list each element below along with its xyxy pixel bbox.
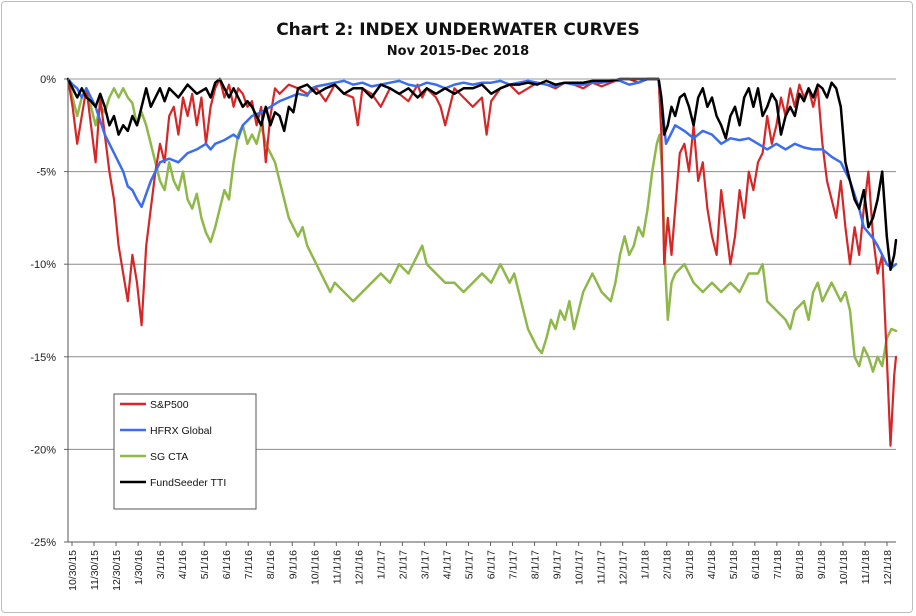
x-tick-label: 7/1/16 xyxy=(243,550,255,579)
series-line-fundseeder-tti xyxy=(66,77,898,272)
y-tick-label: 0% xyxy=(40,74,56,86)
legend-label: HFRX Global xyxy=(150,425,212,437)
y-tick-label: -10% xyxy=(30,259,56,271)
x-tick-label: 8/1/17 xyxy=(530,550,542,579)
x-tick-label: 9/1/18 xyxy=(816,550,828,579)
x-tick-label: 7/1/18 xyxy=(772,550,784,579)
x-tick-label: 12/1/17 xyxy=(618,550,630,585)
legend-box xyxy=(113,393,257,510)
y-tick-label: -25% xyxy=(30,537,56,549)
x-tick-label: 1/1/18 xyxy=(640,550,652,579)
x-tick-label: 10/1/16 xyxy=(309,550,321,585)
x-tick-label: 4/1/16 xyxy=(177,550,189,579)
chart-subtitle: Nov 2015-Dec 2018 xyxy=(386,44,530,59)
x-tick-label: 11/1/18 xyxy=(860,550,872,584)
x-tick-label: 8/1/18 xyxy=(794,550,806,579)
x-tick-label: 2/1/17 xyxy=(397,550,409,579)
x-tick-label: 1/1/17 xyxy=(375,550,387,579)
x-tick-label: 8/1/16 xyxy=(265,550,277,579)
axes xyxy=(67,78,896,543)
x-tick-label: 11/1/17 xyxy=(596,550,608,584)
series-line-hfrx-global xyxy=(66,77,898,270)
y-axis-ticks: 0% -5% -10% -15% -20% -25% xyxy=(30,74,68,549)
x-tick-label: 4/1/17 xyxy=(441,550,453,579)
x-tick-label: 3/1/16 xyxy=(155,550,167,579)
series-lines xyxy=(66,77,898,447)
x-tick-label: 11/30/15 xyxy=(89,550,101,590)
chart-title: Chart 2: INDEX UNDERWATER CURVES xyxy=(276,20,640,40)
x-axis-ticks: 10/30/15 11/30/15 12/30/15 1/30/16 3/1/16 4/1… xyxy=(67,542,894,591)
legend-label: SG CTA xyxy=(150,451,188,463)
legend-label: FundSeeder TTI xyxy=(150,477,226,489)
x-tick-label: 4/1/18 xyxy=(706,550,718,579)
x-tick-label: 6/1/16 xyxy=(221,550,233,579)
x-tick-label: 12/1/18 xyxy=(882,550,894,585)
x-tick-label: 5/1/16 xyxy=(199,550,211,579)
series-line-s-p500 xyxy=(66,77,898,447)
x-tick-label: 3/1/18 xyxy=(684,550,696,579)
x-tick-label: 5/1/18 xyxy=(728,550,740,579)
x-tick-label: 6/1/17 xyxy=(486,550,498,579)
y-tick-label: -5% xyxy=(36,167,56,179)
x-tick-label: 7/1/17 xyxy=(508,550,520,579)
x-tick-label: 10/1/18 xyxy=(838,550,850,585)
x-tick-label: 11/1/16 xyxy=(331,550,343,584)
x-tick-label: 10/30/15 xyxy=(67,550,79,591)
legend: S&P500 HFRX Global SG CTA FundSeeder TTI xyxy=(113,393,257,510)
legend-label: S&P500 xyxy=(150,399,189,411)
x-tick-label: 12/30/15 xyxy=(111,550,123,591)
x-tick-label: 3/1/17 xyxy=(419,550,431,579)
x-tick-label: 9/1/16 xyxy=(287,550,299,579)
x-tick-label: 6/1/18 xyxy=(750,550,762,579)
x-tick-label: 5/1/17 xyxy=(463,550,475,579)
x-tick-label: 10/1/17 xyxy=(574,550,586,585)
x-tick-label: 9/1/17 xyxy=(552,550,564,579)
y-tick-label: -15% xyxy=(30,352,56,364)
series-line-sg-cta xyxy=(66,77,898,373)
y-tick-label: -20% xyxy=(30,444,56,456)
x-tick-label: 2/1/18 xyxy=(662,550,674,579)
x-tick-label: 12/1/16 xyxy=(353,550,365,585)
x-tick-label: 1/30/16 xyxy=(133,550,145,585)
